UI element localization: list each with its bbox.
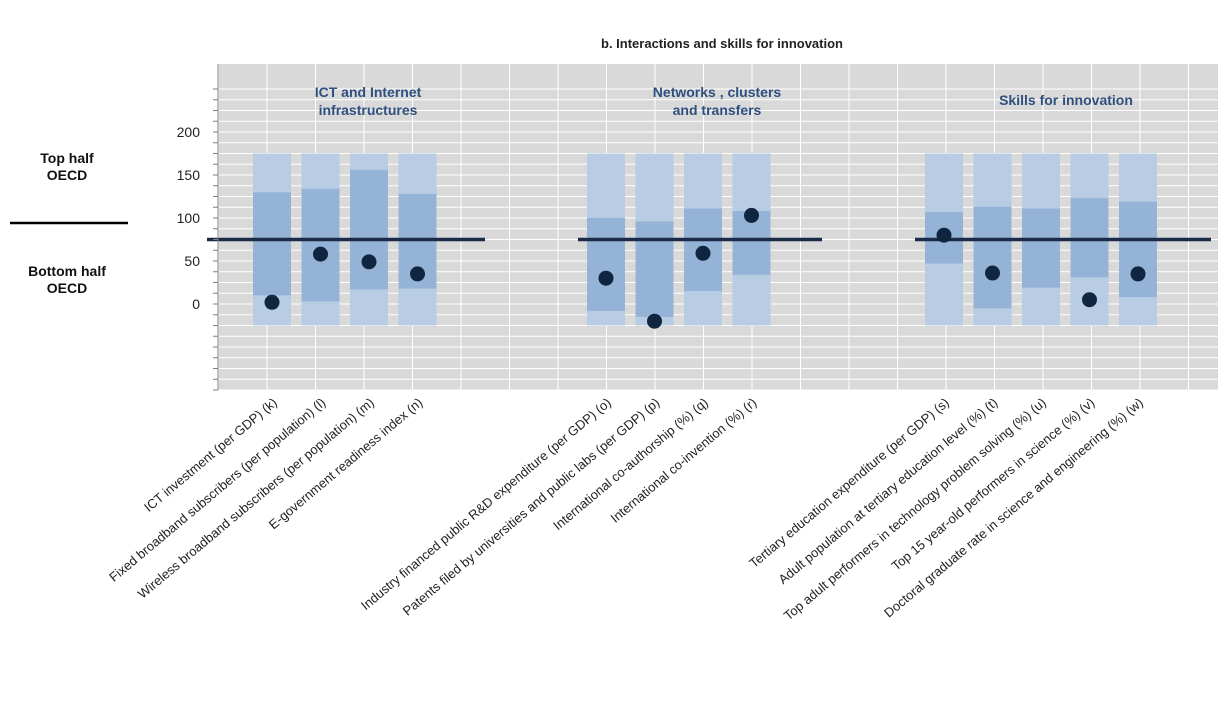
category-labels: ICT investment (per GDP) (k)Fixed broadb… [106, 395, 1146, 623]
inner-range-bar [253, 192, 291, 296]
chart-title: b. Interactions and skills for innovatio… [601, 36, 843, 51]
value-point [647, 313, 662, 329]
value-point [264, 294, 280, 310]
inner-range-bar [350, 169, 388, 290]
inner-range-bar [301, 188, 340, 302]
value-point [1082, 292, 1097, 308]
y-tick-label: 150 [177, 167, 201, 183]
y-tick-label: 50 [184, 253, 200, 269]
y-tick-label: 0 [192, 296, 200, 312]
value-point [410, 266, 425, 282]
value-point [1130, 266, 1146, 282]
bottom-half-label: Bottom half [28, 263, 106, 279]
group-title: Networks , clusters and transfers [653, 84, 782, 118]
group-title-line: Skills for innovation [999, 92, 1133, 108]
value-point [936, 227, 952, 243]
group-title: ICT and Internet infrastructures [315, 84, 422, 118]
inner-range-bar [1022, 208, 1060, 288]
value-point [313, 246, 328, 262]
category-label: Fixed broadband subscribers (per populat… [106, 395, 328, 585]
value-point [744, 207, 759, 223]
group-title-line: Networks , clusters [653, 84, 782, 100]
top-half-label: Top half [40, 150, 94, 166]
group-title: Skills for innovation [999, 92, 1133, 108]
plot-area: ICT and Internet infrastructures Networks … [207, 64, 1218, 391]
inner-range-bar [635, 221, 674, 317]
inner-range-bar [973, 206, 1012, 309]
value-point [695, 245, 711, 261]
bottom-half-label: OECD [47, 280, 87, 296]
value-point [361, 254, 377, 270]
top-half-label: OECD [47, 167, 87, 183]
value-point [985, 265, 1000, 281]
y-axis: 0 50 100 150 200 [177, 64, 219, 391]
value-point [598, 270, 614, 286]
y-tick-label: 100 [177, 210, 201, 226]
y-tick-label: 200 [177, 124, 201, 140]
group-title-line: and transfers [673, 102, 762, 118]
group-title-line: infrastructures [319, 102, 418, 118]
inner-range-bar [1119, 201, 1157, 298]
inner-range-bar [587, 218, 625, 311]
group-title-line: ICT and Internet [315, 84, 422, 100]
category-label: Adult population at tertiary education l… [775, 395, 1000, 587]
